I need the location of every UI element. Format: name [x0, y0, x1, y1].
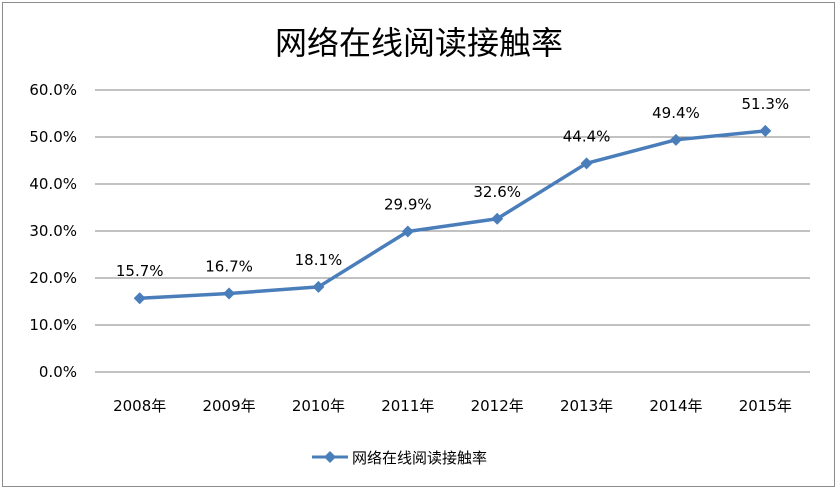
y-tick-label: 0.0% [39, 363, 77, 381]
data-point-marker [669, 133, 682, 146]
legend: 网络在线阅读接触率 [312, 449, 487, 467]
data-label: 49.4% [652, 104, 700, 122]
x-tick-label: 2012年 [471, 397, 524, 415]
x-tick-label: 2008年 [113, 397, 166, 415]
data-point-marker [312, 280, 325, 293]
data-label: 32.6% [473, 183, 521, 201]
grid-lines [95, 89, 810, 373]
data-point-marker [759, 124, 772, 137]
y-tick-label: 30.0% [29, 222, 77, 240]
x-tick-label: 2011年 [381, 397, 434, 415]
y-tick-label: 20.0% [29, 269, 77, 287]
y-tick-label: 60.0% [29, 81, 77, 99]
data-label: 15.7% [116, 262, 164, 280]
data-point-marker [580, 157, 593, 170]
x-tick-label: 2015年 [739, 397, 792, 415]
chart-title: 网络在线阅读接触率 [275, 24, 563, 62]
data-label: 16.7% [205, 258, 253, 276]
y-tick-label: 50.0% [29, 128, 77, 146]
y-tick-label: 40.0% [29, 175, 77, 193]
data-label: 29.9% [384, 195, 432, 213]
legend-label: 网络在线阅读接触率 [352, 449, 487, 467]
data-point-marker [401, 225, 414, 238]
x-tick-label: 2014年 [649, 397, 702, 415]
data-label: 18.1% [295, 251, 343, 269]
data-point-marker [223, 287, 236, 300]
x-tick-label: 2013年 [560, 397, 613, 415]
data-label: 51.3% [741, 95, 789, 113]
x-tick-label: 2009年 [202, 397, 255, 415]
x-axis: 2008年 2009年 2010年 2011年 2012年 2013年 2014年 2015年 [113, 397, 792, 415]
data-label: 44.4% [563, 127, 611, 145]
data-point-marker [491, 212, 504, 225]
series-layer: 15.7% 16.7% 18.1% 29.9% 32.6% 44.4% 49.4% 51.3% [116, 95, 789, 305]
y-axis: 0.0% 10.0% 20.0% 30.0% 40.0% 50.0% 60.0% [29, 81, 77, 381]
legend-marker [324, 451, 336, 463]
x-tick-label: 2010年 [292, 397, 345, 415]
data-point-marker [133, 292, 146, 305]
series-line [139, 129, 766, 300]
y-tick-label: 10.0% [29, 316, 77, 334]
